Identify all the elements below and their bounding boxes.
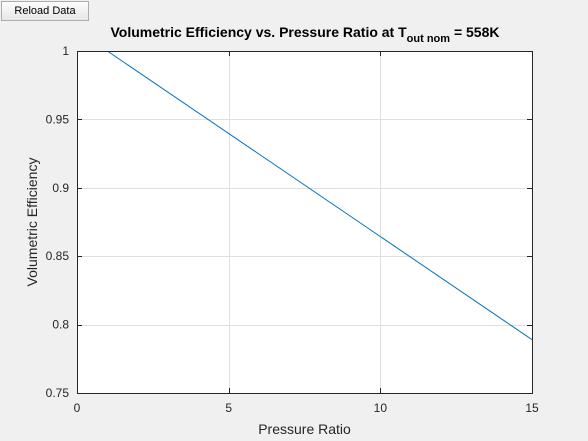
chart-title-suffix: = 558K xyxy=(450,24,499,40)
chart-title-main: Volumetric Efficiency vs. Pressure Ratio… xyxy=(110,24,407,40)
plot-area xyxy=(77,51,532,393)
x-tick-label: 5 xyxy=(225,401,232,415)
x-tick-label: 15 xyxy=(525,401,539,415)
x-tick-label: 10 xyxy=(374,401,388,415)
x-tick-label: 0 xyxy=(74,401,81,415)
series-group xyxy=(107,51,532,341)
chart-title-subscript: out nom xyxy=(407,33,451,45)
y-tick-label: 0.75 xyxy=(46,386,70,400)
y-tick-label: 0.9 xyxy=(52,181,69,195)
y-axis-label: Volumetric Efficiency xyxy=(24,158,40,287)
y-tick-label: 0.8 xyxy=(52,318,69,332)
chart-title: Volumetric Efficiency vs. Pressure Ratio… xyxy=(110,24,499,45)
axes-box xyxy=(77,51,533,394)
x-axis-label: Pressure Ratio xyxy=(258,421,351,437)
reload-data-button[interactable]: Reload Data xyxy=(1,1,89,21)
y-tick-labels: 0.75 0.8 0.85 0.9 0.95 1 xyxy=(46,44,70,400)
y-tick-label: 0.85 xyxy=(46,249,70,263)
series-line xyxy=(107,51,532,341)
y-tick-label: 1 xyxy=(62,44,69,58)
x-tick-labels: 0 5 10 15 xyxy=(74,401,539,415)
y-tick-label: 0.95 xyxy=(46,112,70,126)
tick-marks xyxy=(77,51,533,394)
